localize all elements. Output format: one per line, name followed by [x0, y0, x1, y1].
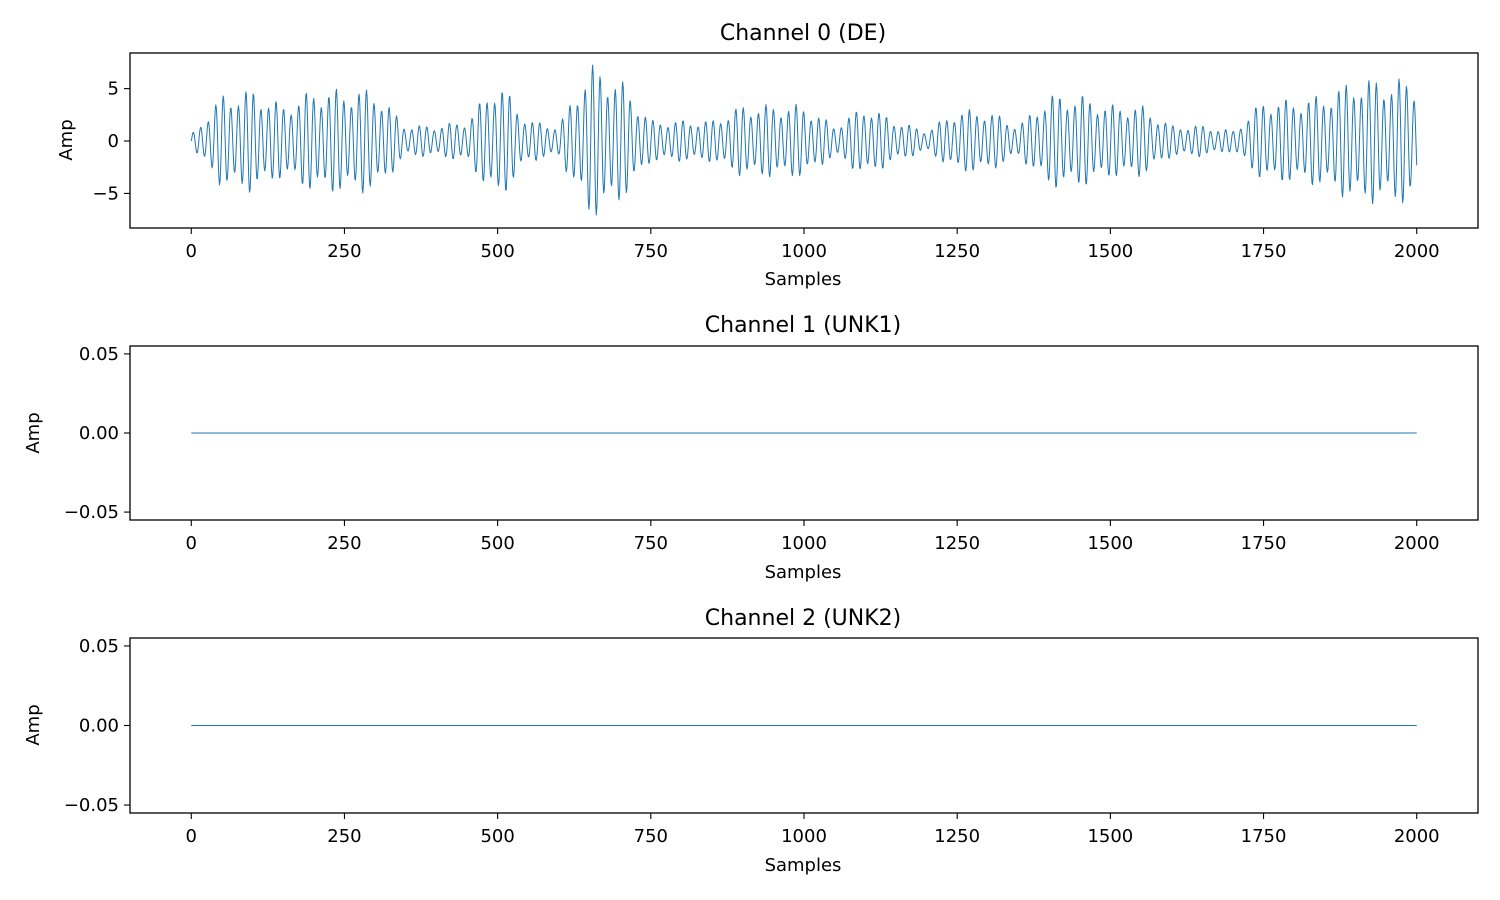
channel-0-x-tick-label: 0	[186, 241, 197, 262]
channel-1-x-tick-label: 1250	[934, 533, 980, 554]
channel-0-x-tick-label: 2000	[1394, 241, 1440, 262]
channel-2-x-tick-label: 1750	[1241, 826, 1287, 847]
channel-0-xlabel: Samples	[765, 269, 842, 290]
channel-2-xlabel: Samples	[765, 855, 842, 876]
channel-0-title: Channel 0 (DE)	[720, 21, 886, 46]
channel-1-y-tick-label: 0.00	[79, 423, 119, 444]
channel-1-x-tick-label: 500	[480, 533, 514, 554]
channel-0-x-tick-label: 1000	[781, 241, 827, 262]
channel-1-ylabel: Amp	[23, 412, 44, 453]
channel-0-x-tick-label: 1250	[934, 241, 980, 262]
channel-2-x-tick-label: 750	[634, 826, 668, 847]
channel-0-axes-frame	[129, 52, 1479, 229]
channel-2-x-tick-label: 1500	[1087, 826, 1133, 847]
channel-1-x-tick-label: 2000	[1394, 533, 1440, 554]
channel-1-x-tick-label: 750	[634, 533, 668, 554]
channel-0-y-tick-label: 0	[108, 131, 119, 152]
channel-0-y-tick-label: −5	[92, 183, 119, 204]
channel-1-title: Channel 1 (UNK1)	[705, 313, 901, 338]
channel-2-y-tick-label: 0.05	[79, 636, 119, 657]
channel-2-x-tick-label: 1250	[934, 826, 980, 847]
channel-1-xlabel: Samples	[765, 562, 842, 583]
channel-2-panel: Channel 2 (UNK2) Samples Amp 0 250 500 750 1…	[23, 606, 1479, 876]
channel-1-x-tick-label: 1500	[1087, 533, 1133, 554]
channel-1-panel: Channel 1 (UNK1) Samples Amp 0 250 500 750 1…	[23, 313, 1479, 583]
channel-2-x-tick-label: 1000	[781, 826, 827, 847]
channel-0-x-tick-label: 1500	[1087, 241, 1133, 262]
channel-0-series-line-de	[190, 64, 1418, 216]
channel-2-y-tick-label: 0.00	[79, 716, 119, 737]
channel-0-x-tick-label: 500	[480, 241, 514, 262]
channel-1-x-tick-label: 250	[327, 533, 361, 554]
channel-1-x-tick-label: 1750	[1241, 533, 1287, 554]
channel-2-x-tick-label: 500	[480, 826, 514, 847]
channel-0-x-tick-label: 250	[327, 241, 361, 262]
channel-2-title: Channel 2 (UNK2)	[705, 606, 901, 631]
channel-2-x-tick-label: 2000	[1394, 826, 1440, 847]
channel-1-y-tick-label: 0.05	[79, 344, 119, 365]
channel-2-x-tick-label: 0	[186, 826, 197, 847]
channel-1-x-tick-label: 1000	[781, 533, 827, 554]
channel-2-x-tick-label: 250	[327, 826, 361, 847]
channel-0-ylabel: Amp	[56, 119, 77, 160]
channel-0-x-tick-label: 1750	[1241, 241, 1287, 262]
channel-0-x-tick-label: 750	[634, 241, 668, 262]
channel-2-ylabel: Amp	[23, 704, 44, 745]
channel-1-y-tick-label: −0.05	[64, 502, 119, 523]
channel-0-y-tick-label: 5	[108, 79, 119, 100]
channel-0-panel: Channel 0 (DE) Samples Amp 0 250 500 750 100…	[56, 21, 1479, 290]
channel-2-y-tick-label: −0.05	[64, 795, 119, 816]
channel-1-x-tick-label: 0	[186, 533, 197, 554]
